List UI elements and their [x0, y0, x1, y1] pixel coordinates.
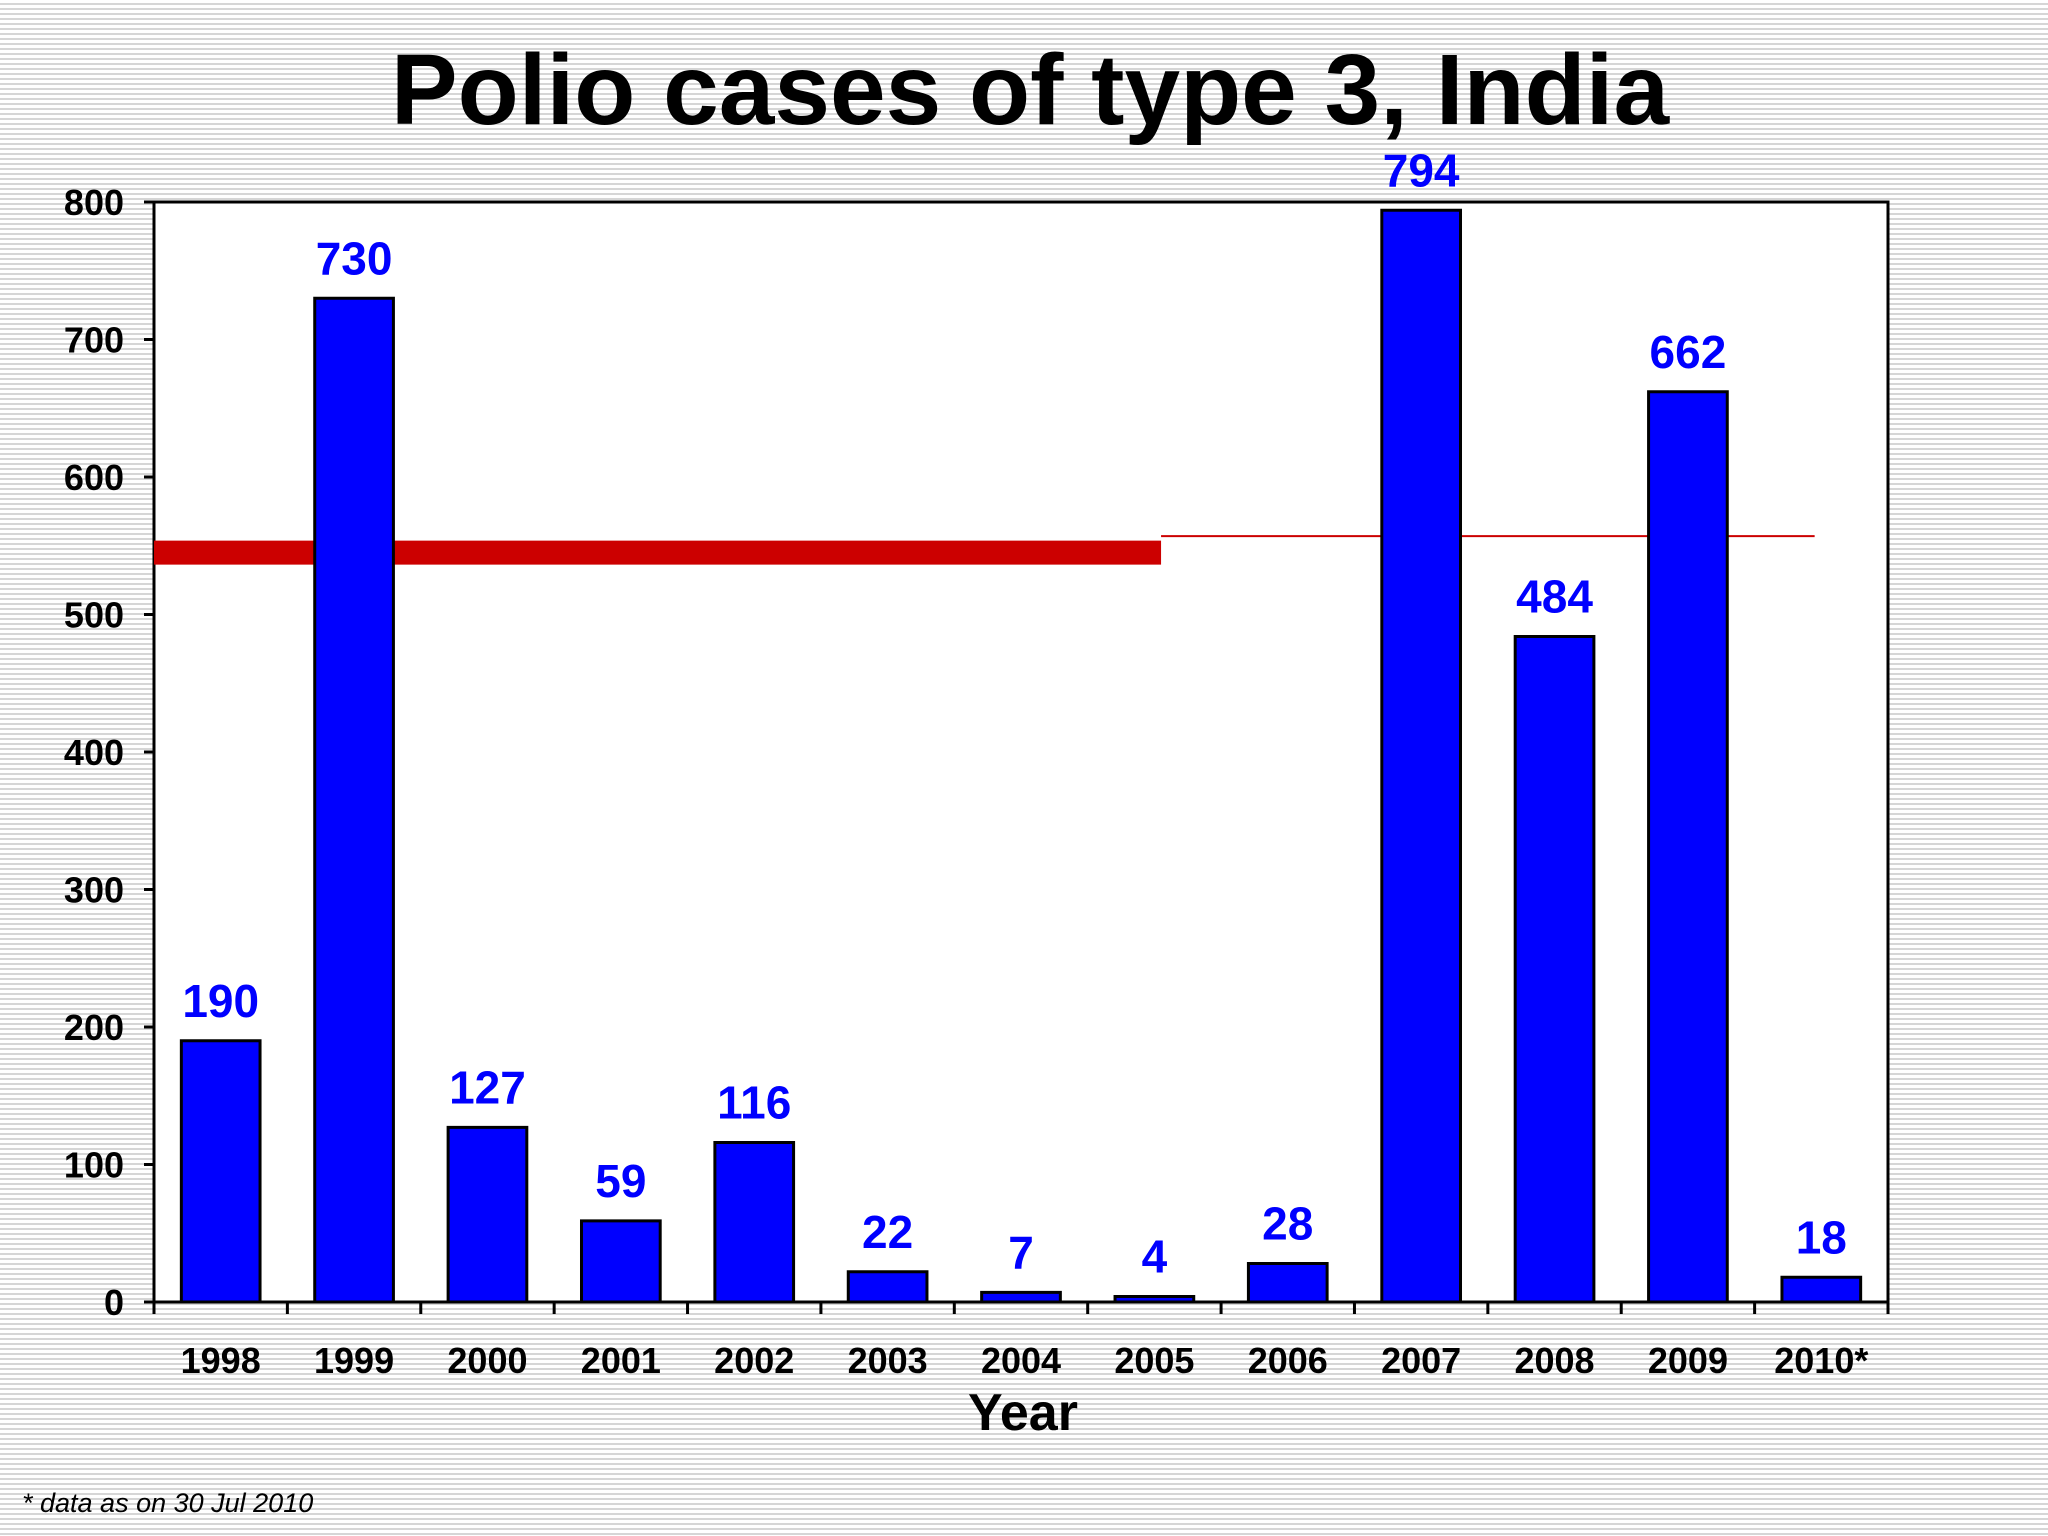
data-label: 22 — [862, 1206, 913, 1258]
y-tick-label: 600 — [64, 457, 124, 498]
x-tick-label: 2002 — [714, 1340, 794, 1381]
y-tick-label: 800 — [64, 182, 124, 223]
x-tick-label: 2010* — [1774, 1340, 1868, 1381]
bar — [313, 296, 395, 1304]
x-tick-label: 2003 — [848, 1340, 928, 1381]
x-axis: 1998 1999 2000 2001 2002 2003 2004 2005 2006 2007… — [152, 1300, 1890, 1381]
bar — [1513, 635, 1596, 1304]
y-axis: 0 100 200 300 400 500 600 700 800 — [64, 182, 154, 1323]
y-tick-label: 500 — [64, 595, 124, 636]
data-label: 794 — [1383, 144, 1460, 196]
y-tick-label: 100 — [64, 1145, 124, 1186]
footnote: * data as on 30 Jul 2010 — [22, 1488, 314, 1518]
data-label: 28 — [1262, 1198, 1313, 1250]
data-label: 116 — [717, 1077, 791, 1129]
data-label: 190 — [182, 975, 259, 1027]
x-tick-label: 2007 — [1381, 1340, 1461, 1381]
data-label: 127 — [449, 1061, 526, 1113]
data-label: 4 — [1142, 1231, 1168, 1283]
data-label: 18 — [1796, 1211, 1847, 1263]
x-tick-label: 2005 — [1114, 1340, 1194, 1381]
bar — [1380, 208, 1463, 1304]
data-label: 730 — [316, 232, 393, 284]
x-tick-label: 1998 — [181, 1340, 261, 1381]
y-tick-label: 300 — [64, 870, 124, 911]
bar — [579, 1219, 662, 1304]
data-label: 7 — [1008, 1226, 1034, 1278]
reference-line-thick — [154, 540, 1162, 565]
x-axis-title: Year — [968, 1384, 1078, 1442]
bar — [713, 1141, 796, 1304]
bar — [846, 1270, 929, 1304]
y-tick-label: 400 — [64, 732, 124, 773]
data-label: 59 — [595, 1155, 646, 1207]
bars — [179, 208, 1863, 1304]
x-tick-label: 2001 — [581, 1340, 661, 1381]
bar — [1780, 1275, 1863, 1304]
data-labels: 190 730 127 59 116 22 7 4 28 794 484 662 18 — [182, 144, 1847, 1282]
y-tick-label: 700 — [64, 320, 124, 361]
x-tick-label: 1999 — [314, 1340, 394, 1381]
bar — [1647, 390, 1729, 1304]
x-tick-label: 2008 — [1514, 1340, 1594, 1381]
y-tick-label: 0 — [104, 1282, 124, 1323]
chart-title: Polio cases of type 3, India — [391, 34, 1671, 146]
bar — [179, 1039, 262, 1304]
x-tick-label: 2006 — [1248, 1340, 1328, 1381]
plot-area — [152, 200, 1890, 1304]
bar — [446, 1125, 529, 1304]
x-tick-label: 2004 — [981, 1340, 1061, 1381]
x-tick-label: 2009 — [1648, 1340, 1728, 1381]
data-label: 484 — [1516, 571, 1593, 623]
data-label: 662 — [1650, 326, 1727, 378]
y-tick-label: 200 — [64, 1007, 124, 1048]
bar — [1246, 1262, 1329, 1304]
x-tick-label: 2000 — [447, 1340, 527, 1381]
